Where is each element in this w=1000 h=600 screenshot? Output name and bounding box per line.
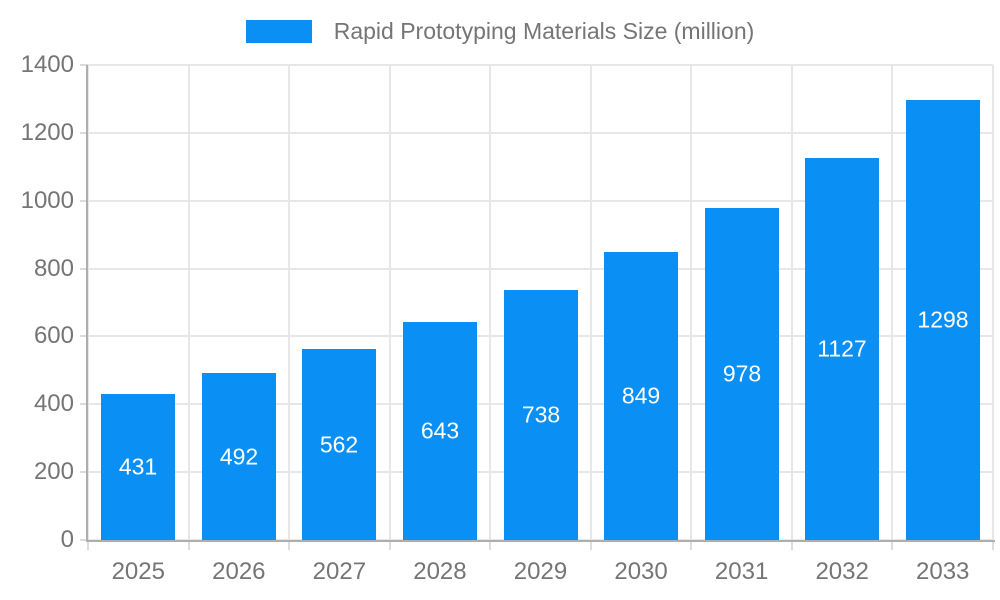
x-axis-tick-label: 2032	[815, 558, 869, 585]
bar-2025[interactable]: 431	[101, 394, 175, 540]
bar-2033[interactable]: 1298	[906, 100, 980, 540]
x-gridline	[388, 65, 391, 540]
y-axis-line	[86, 65, 88, 542]
x-gridline	[891, 65, 894, 540]
bar-2026[interactable]: 492	[202, 373, 276, 540]
x-axis-tick	[992, 542, 994, 550]
bar-value-label: 431	[118, 453, 158, 480]
y-axis-tick	[80, 64, 88, 66]
x-axis-tick	[790, 542, 793, 550]
bar-value-label: 492	[219, 443, 259, 469]
x-axis-tick-label: 2026	[212, 558, 266, 585]
y-axis-tick	[80, 131, 88, 134]
x-axis-tick	[589, 542, 592, 550]
x-axis-tick	[288, 542, 291, 550]
x-axis-line	[86, 540, 995, 542]
y-axis-tick	[80, 471, 88, 474]
x-gridline	[589, 65, 592, 540]
y-axis-tick-label: 400	[33, 390, 74, 418]
x-gridline	[489, 65, 492, 540]
x-axis-tick	[489, 542, 492, 550]
bar-2031[interactable]: 978	[705, 208, 779, 540]
x-axis-tick	[388, 542, 391, 550]
bar-2032[interactable]: 1127	[805, 158, 879, 540]
y-gridline	[88, 64, 993, 66]
y-axis-tick	[80, 267, 88, 270]
x-axis-tick-label: 2033	[916, 558, 970, 585]
x-axis-tick-label: 2027	[312, 558, 367, 585]
x-axis-tick-label: 2029	[513, 558, 568, 585]
y-gridline	[88, 131, 993, 134]
bar-value-label: 978	[722, 360, 762, 387]
x-gridline	[690, 65, 693, 540]
bar-2027[interactable]: 562	[302, 349, 376, 540]
y-gridline	[88, 267, 993, 270]
bar-value-label: 849	[621, 382, 661, 409]
y-axis-tick-label: 1400	[20, 51, 74, 78]
bar-value-label: 643	[420, 417, 460, 444]
y-axis-tick	[80, 403, 88, 406]
y-axis-tick	[80, 539, 88, 541]
y-axis-tick-label: 1000	[20, 186, 74, 214]
legend-swatch-icon	[245, 20, 312, 43]
x-axis-tick-label: 2025	[111, 558, 165, 585]
plot-area: 431 492 562 643 738 849 978 1127 1298	[87, 64, 994, 541]
x-gridline	[288, 65, 291, 540]
x-axis-tick-label: 2031	[714, 558, 769, 585]
bar-value-label: 738	[521, 401, 561, 428]
x-axis-tick-label: 2030	[614, 558, 668, 585]
x-gridline	[790, 65, 793, 540]
y-axis-tick-label: 200	[33, 458, 74, 486]
y-gridline	[88, 199, 993, 202]
x-gridline	[87, 65, 89, 540]
y-axis-tick-label: 800	[33, 254, 74, 282]
bar-2030[interactable]: 849	[604, 252, 678, 540]
x-gridline	[187, 65, 190, 540]
bar-2028[interactable]: 643	[403, 322, 477, 540]
bar-value-label: 562	[319, 431, 359, 457]
x-axis-tick	[187, 542, 190, 550]
y-axis-tick-label: 0	[60, 526, 74, 553]
x-axis-tick	[891, 542, 894, 550]
y-axis-tick-label: 1200	[20, 118, 74, 146]
bar-value-label: 1127	[817, 335, 867, 362]
x-axis-tick	[87, 542, 89, 550]
x-axis-tick-label: 2028	[413, 558, 467, 585]
y-axis-tick	[80, 199, 88, 202]
legend[interactable]: Rapid Prototyping Materials Size (millio…	[0, 18, 1000, 45]
y-axis-tick-label: 600	[33, 322, 74, 350]
x-axis-tick	[690, 542, 693, 550]
bar-value-label: 1298	[917, 306, 969, 333]
y-axis-tick	[80, 335, 88, 338]
x-gridline	[992, 65, 994, 540]
bar-2029[interactable]: 738	[504, 290, 578, 540]
legend-label: Rapid Prototyping Materials Size (millio…	[333, 18, 755, 44]
